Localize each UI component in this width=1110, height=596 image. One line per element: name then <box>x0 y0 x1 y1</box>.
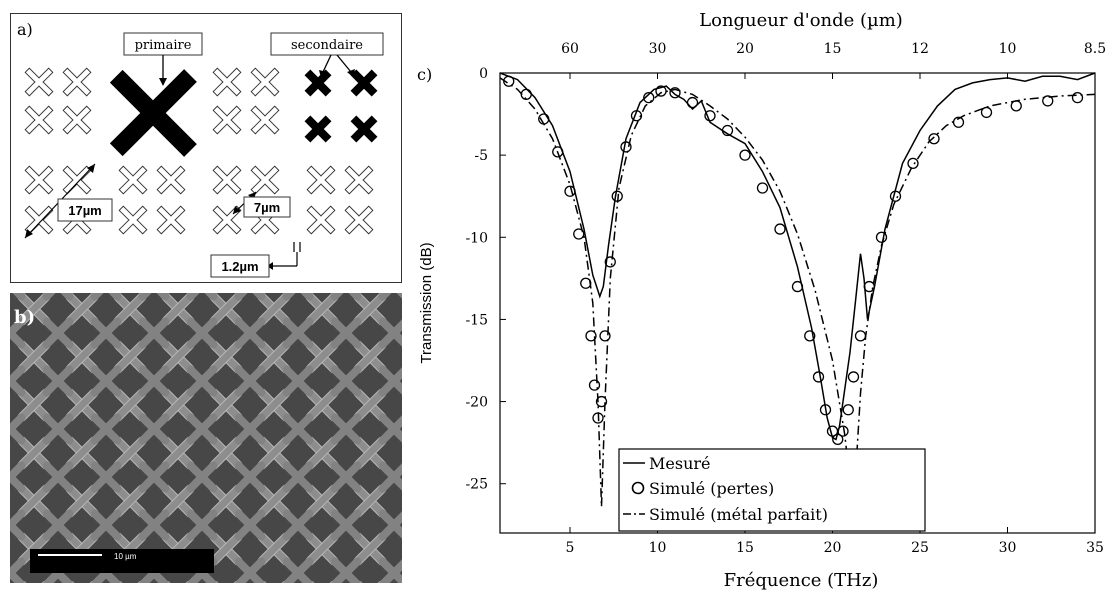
data-point <box>630 110 643 122</box>
data-point <box>804 330 816 342</box>
legend-box <box>618 448 926 532</box>
x-tick-label: 5 <box>566 540 575 556</box>
panel-b-micrograph: b) 10 µm <box>10 293 402 583</box>
x-tick-label: 10 <box>649 540 667 556</box>
y-tick-label: 0 <box>479 66 488 82</box>
data-point <box>669 87 681 99</box>
series-measured-line <box>499 72 1096 441</box>
panel-c-chart: c) Longueur d'onde (µm) Fréquence (THz) … <box>405 0 1110 592</box>
top-tick-label: 60 <box>561 41 579 57</box>
panel-a-letter: a) <box>17 20 33 39</box>
data-point <box>1042 95 1054 107</box>
top-tick-label: 15 <box>824 41 842 57</box>
x-tick-label: 35 <box>1086 540 1104 556</box>
gap-dimension-label: 1.2µm <box>221 259 258 274</box>
data-point <box>643 91 655 104</box>
y-tick-label: -5 <box>474 148 488 164</box>
top-tick-label: 10 <box>999 41 1017 57</box>
data-point <box>686 96 699 109</box>
data-point <box>819 404 832 416</box>
series-perfect-metal-line <box>499 77 1096 507</box>
top-tick-label: 12 <box>911 41 929 57</box>
period-dimension-label: 17µm <box>68 203 102 218</box>
data-point <box>739 149 751 161</box>
data-point <box>791 280 804 293</box>
sem-image: b) 10 µm <box>10 293 402 583</box>
data-point <box>552 146 564 158</box>
panel-b-letter: b) <box>14 307 35 328</box>
data-point <box>837 425 849 437</box>
plot-frame <box>499 72 1096 534</box>
x-axis-title: Fréquence (THz) <box>724 570 879 591</box>
series-simulated-losses <box>503 75 1084 446</box>
data-point <box>756 182 769 194</box>
x-tick-label: 15 <box>736 540 754 556</box>
data-point <box>620 141 632 153</box>
legend-label-perfect-metal: Simulé (métal parfait) <box>649 505 828 524</box>
legend-label-simulated-losses: Simulé (pertes) <box>649 479 774 498</box>
data-point <box>889 190 902 202</box>
data-point <box>774 223 786 235</box>
data-point <box>928 133 940 145</box>
data-point <box>812 371 825 383</box>
y-tick-label: -25 <box>465 477 488 493</box>
data-point <box>980 106 993 119</box>
primary-cross <box>109 69 197 157</box>
data-point <box>1071 91 1084 104</box>
panel-a-schematic: a) <box>10 13 402 283</box>
panel-c-letter: c) <box>417 65 432 84</box>
cross-array-schematic: a) <box>17 20 384 278</box>
secondary-label-box <box>270 32 384 56</box>
top-tick-label: 20 <box>736 41 754 57</box>
scale-bar: 10 µm <box>30 549 214 573</box>
transmission-chart: c) Longueur d'onde (µm) Fréquence (THz) … <box>417 10 1106 591</box>
data-point <box>854 330 867 342</box>
top-tick-label: 30 <box>649 41 667 57</box>
data-point <box>604 256 616 268</box>
data-point <box>588 379 601 391</box>
cross-dimension-label: 7µm <box>254 200 280 215</box>
x-tick-label: 30 <box>999 540 1017 556</box>
x-tick-label: 20 <box>824 540 842 556</box>
data-point <box>875 231 888 243</box>
data-point <box>599 330 611 342</box>
data-point <box>847 371 860 383</box>
data-point <box>573 228 585 240</box>
top-axis-title: Longueur d'onde (µm) <box>699 10 903 31</box>
data-point <box>704 110 716 122</box>
y-tick-label: -20 <box>465 395 488 411</box>
y-axis-title: Transmission (dB) <box>418 242 435 363</box>
data-point <box>520 88 532 101</box>
y-tick-label: -15 <box>465 312 488 328</box>
primary-label: primaire <box>135 38 192 53</box>
y-tick-label: -10 <box>465 230 488 246</box>
data-point <box>842 404 854 416</box>
scale-bar-label: 10 µm <box>114 552 137 561</box>
data-point <box>832 433 844 446</box>
data-point <box>595 395 608 408</box>
top-tick-label: 8.5 <box>1084 41 1106 57</box>
data-point <box>564 185 576 197</box>
data-point <box>721 124 734 137</box>
secondary-crosses <box>304 69 378 143</box>
legend: Mesuré Simulé (pertes) Simulé (métal par… <box>618 448 926 532</box>
secondary-label: secondaire <box>291 38 363 53</box>
legend-label-measured: Mesuré <box>649 454 710 473</box>
legend-marker-simulated-losses <box>631 481 645 495</box>
x-tick-label: 25 <box>911 540 929 556</box>
data-point <box>863 280 875 293</box>
data-point <box>585 330 597 342</box>
data-point <box>907 157 919 170</box>
